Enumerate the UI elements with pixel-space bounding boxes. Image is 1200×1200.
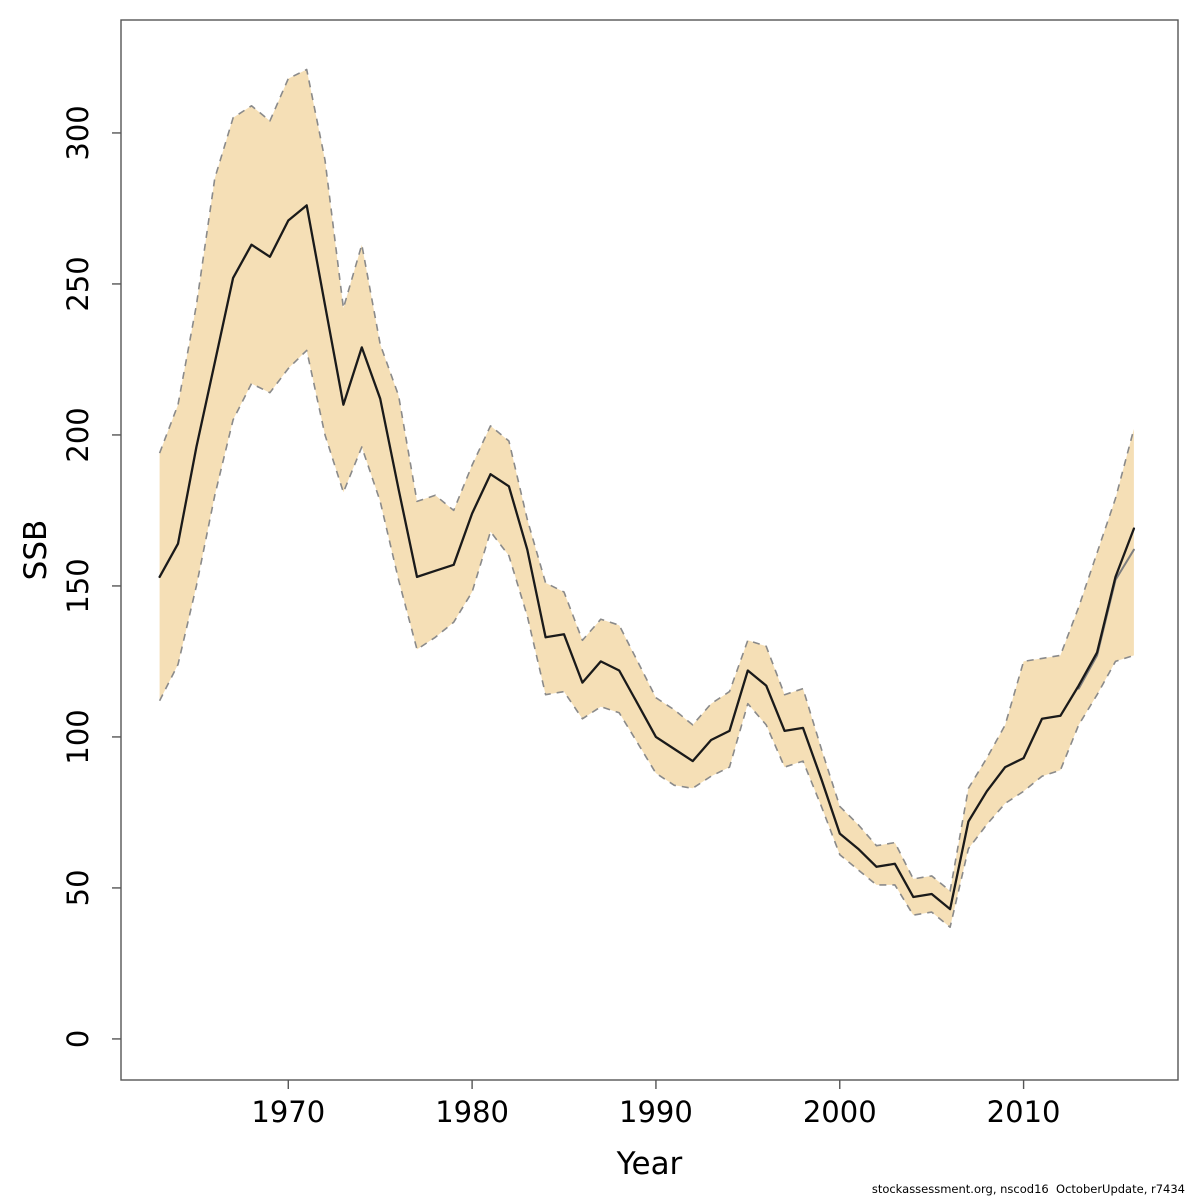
x-axis-title: Year — [616, 1146, 683, 1182]
x-tick-label: 1990 — [619, 1095, 693, 1129]
y-tick-label: 200 — [61, 407, 95, 462]
footer-watermark: stockassessment.org, nscod16 OctoberUpda… — [871, 1182, 1185, 1196]
lower-ci-line — [158, 349, 1135, 929]
y-axis-title: SSB — [18, 519, 54, 581]
y-tick-label: 150 — [61, 558, 95, 613]
y-tick-label: 0 — [61, 1030, 95, 1048]
y-tick-label: 300 — [61, 105, 95, 160]
x-tick-label: 2010 — [987, 1095, 1061, 1129]
plot-border — [120, 19, 1179, 1081]
upper-ci-line — [158, 68, 1135, 892]
x-tick-label: 1980 — [435, 1095, 509, 1129]
y-tick-label: 250 — [61, 256, 95, 311]
x-tick-label: 1970 — [251, 1095, 325, 1129]
confidence-band — [159, 69, 1134, 928]
x-tick-label: 2000 — [803, 1095, 877, 1129]
y-tick-label: 50 — [61, 869, 95, 906]
y-tick-label: 100 — [61, 709, 95, 764]
ssb-line — [158, 204, 1136, 911]
